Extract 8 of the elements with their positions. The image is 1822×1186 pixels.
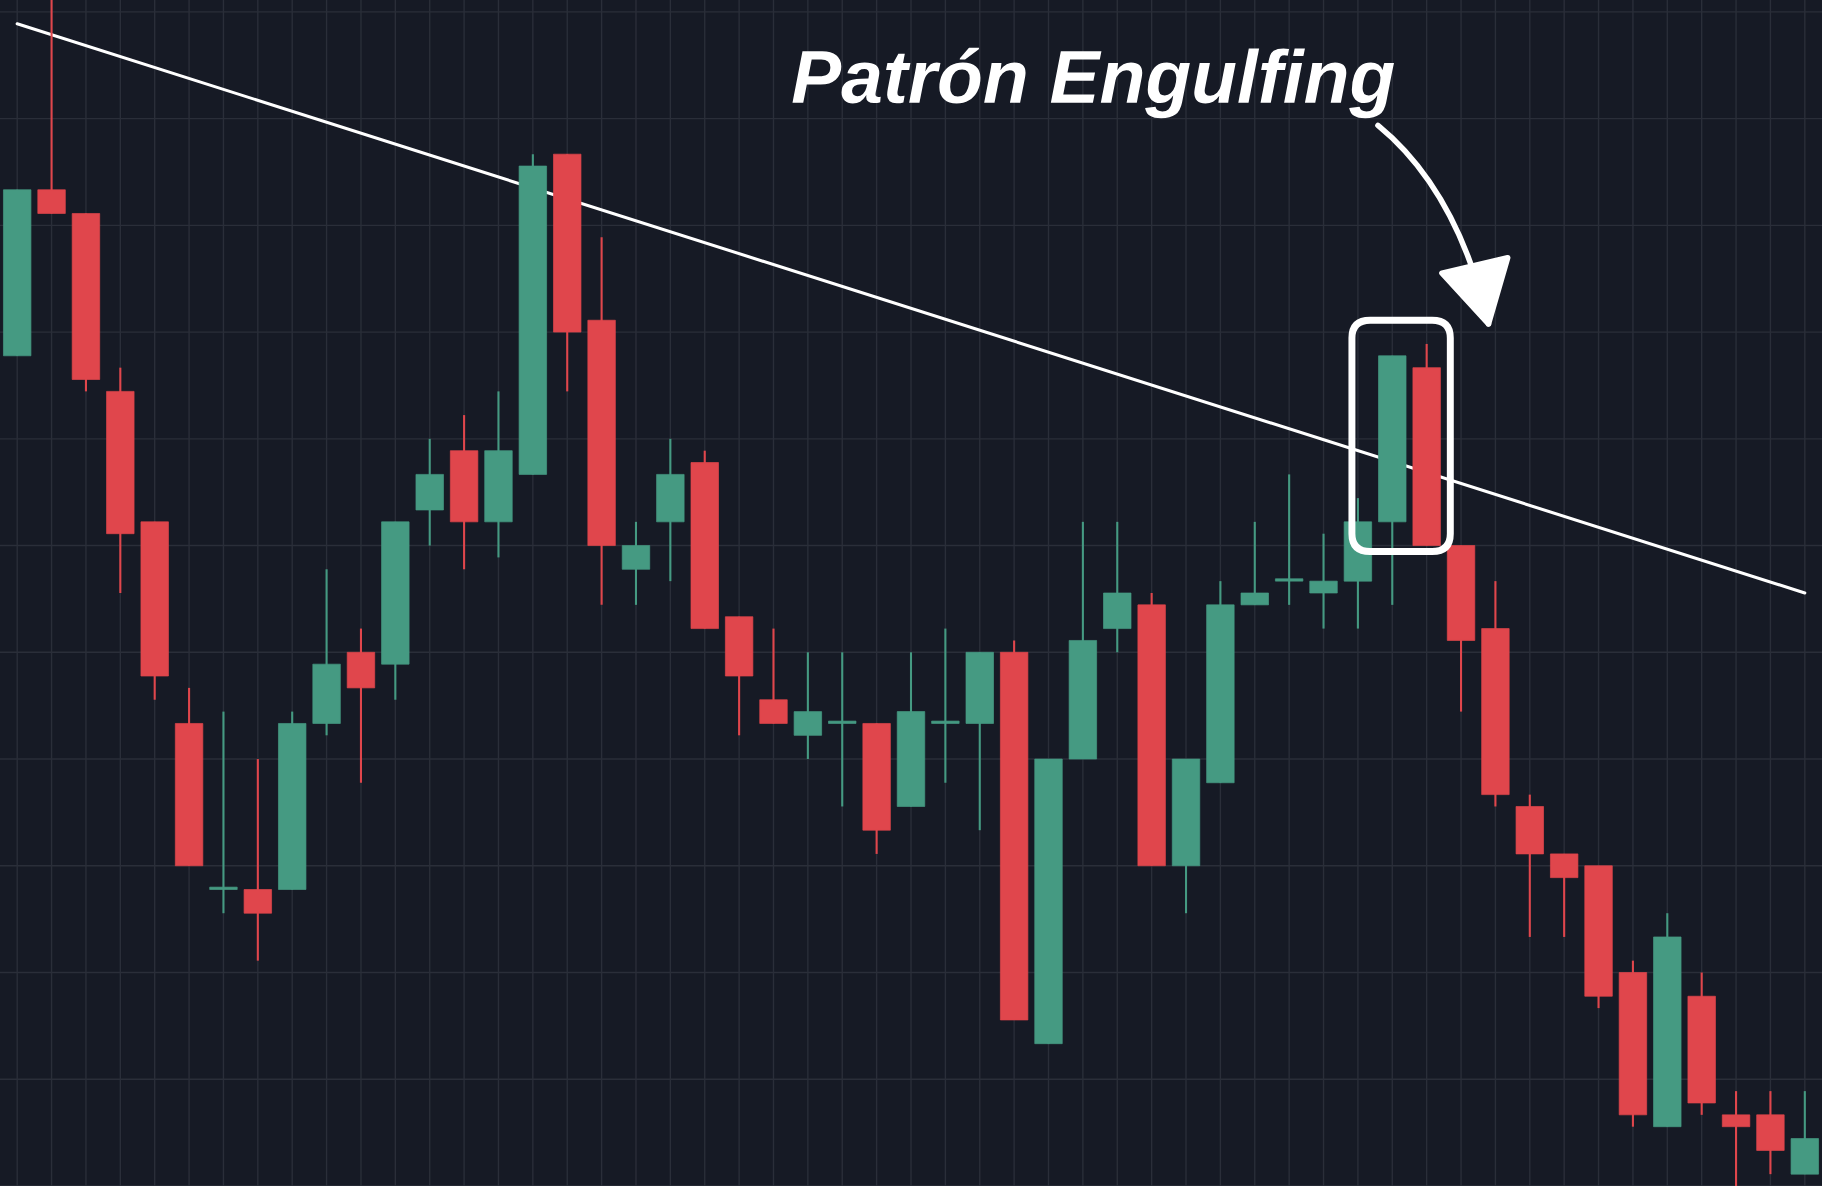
candlestick (1309, 532, 1338, 630)
candlestick (931, 627, 960, 784)
candlestick (828, 651, 857, 808)
annotation: Patrón Engulfing (792, 47, 1394, 119)
candlestick (1721, 1090, 1751, 1186)
candlestick (209, 710, 238, 915)
candlestick (243, 758, 272, 962)
candlestick (1275, 473, 1304, 606)
